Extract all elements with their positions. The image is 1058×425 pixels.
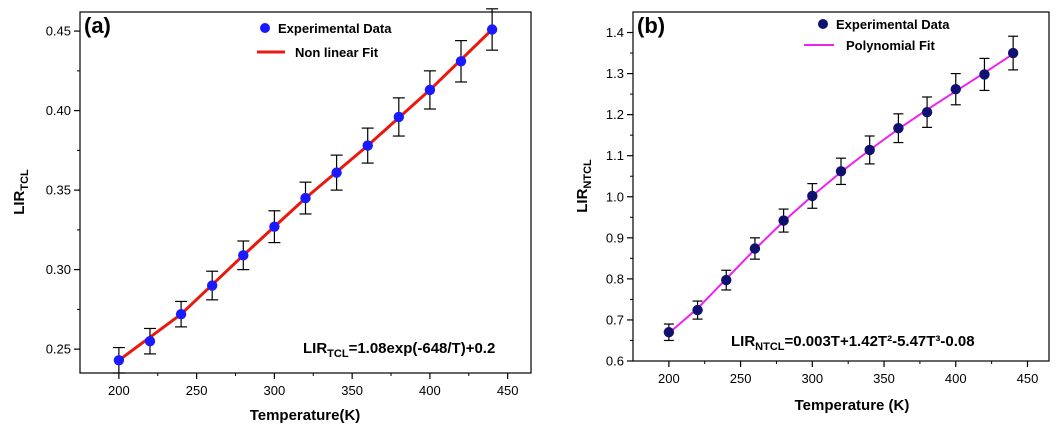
x-tick-label: 350 bbox=[341, 383, 363, 398]
legend: Experimental Data Polynomial Fit bbox=[804, 17, 950, 53]
data-point bbox=[692, 304, 703, 316]
data-point bbox=[721, 274, 732, 286]
fit-equation: LIRNTCL=0.003T+1.42T²-5.47T³-0.08 bbox=[731, 333, 975, 353]
plot-frame bbox=[632, 11, 1050, 362]
y-axis-label-subscript: TCL bbox=[19, 169, 31, 191]
data-point bbox=[979, 69, 990, 80]
data-point bbox=[663, 327, 675, 338]
y-tick-label: 0.35 bbox=[46, 183, 71, 198]
data-point bbox=[921, 106, 933, 118]
plot-frame bbox=[79, 11, 532, 374]
data-point bbox=[238, 250, 249, 261]
chart-panel-a: 200 250 300 350 400 450 0.25 0.30 0.35 0.40 0.45 (… bbox=[11, 8, 532, 424]
data-point bbox=[113, 355, 125, 366]
data-point bbox=[749, 243, 761, 254]
data-point bbox=[269, 221, 280, 232]
fit-equation: LIRTCL=1.08exp(-648/T)+0.2 bbox=[303, 340, 495, 360]
data-point bbox=[807, 190, 818, 202]
legend-marker bbox=[260, 23, 270, 33]
x-axis-label: Temperature (K) bbox=[795, 397, 910, 414]
data-point bbox=[300, 192, 311, 204]
y-axis-label: LIRNTCL bbox=[574, 159, 594, 213]
legend-fit-label: Polynomial Fit bbox=[846, 38, 936, 53]
y-tick-label: 0.40 bbox=[46, 103, 71, 118]
data-point bbox=[175, 308, 187, 320]
x-tick-label: 450 bbox=[1017, 371, 1039, 386]
y-tick-label: 0.9 bbox=[606, 230, 624, 245]
legend-data-label: Experimental Data bbox=[836, 17, 950, 32]
data-point bbox=[893, 122, 904, 134]
legend-fit-label: Non linear Fit bbox=[295, 45, 379, 60]
x-tick-label: 300 bbox=[264, 383, 286, 398]
y-tick-label: 0.6 bbox=[606, 354, 624, 369]
panel-label: (a) bbox=[84, 13, 111, 38]
data-point bbox=[1007, 47, 1019, 59]
x-tick-label: 250 bbox=[186, 383, 208, 398]
x-tick-label: 350 bbox=[873, 371, 895, 386]
equation-main: LIR bbox=[731, 333, 755, 350]
equation-main: LIR bbox=[303, 340, 327, 357]
x-tick-label: 400 bbox=[945, 371, 967, 386]
data-point bbox=[835, 166, 847, 177]
y-axis-label-subscript: NTCL bbox=[582, 159, 594, 189]
x-tick-label: 250 bbox=[730, 371, 752, 386]
y-tick-label: 0.7 bbox=[606, 312, 624, 327]
x-tick-label: 300 bbox=[801, 371, 823, 386]
data-point bbox=[486, 24, 498, 35]
y-tick-label: 0.8 bbox=[606, 271, 624, 286]
x-tick-label: 400 bbox=[419, 383, 441, 398]
fit-curve bbox=[668, 53, 1014, 334]
data-point bbox=[950, 83, 961, 95]
data-point bbox=[362, 140, 373, 151]
data-point bbox=[455, 56, 467, 67]
data-point bbox=[331, 167, 342, 178]
data-point bbox=[144, 335, 156, 347]
y-tick-label: 0.30 bbox=[46, 262, 71, 277]
y-tick-label: 1.3 bbox=[606, 66, 624, 81]
y-tick-label: 0.25 bbox=[46, 342, 71, 357]
y-axis-label-main: LIR bbox=[574, 188, 591, 212]
legend-data-label: Experimental Data bbox=[278, 21, 392, 36]
y-tick-label: 1.4 bbox=[606, 25, 624, 40]
y-tick-label: 0.45 bbox=[46, 24, 71, 39]
legend: Experimental Data Non linear Fit bbox=[257, 21, 392, 60]
panel-label: (b) bbox=[637, 13, 665, 38]
data-point bbox=[206, 280, 218, 291]
y-tick-label: 1.0 bbox=[606, 189, 624, 204]
x-axis-label: Temperature(K) bbox=[250, 407, 361, 424]
equation-subscript: TCL bbox=[327, 348, 349, 360]
y-tick-label: 1.2 bbox=[606, 107, 624, 122]
legend-marker bbox=[818, 19, 828, 29]
equation-subscript: NTCL bbox=[755, 341, 785, 353]
y-axis-label: LIRTCL bbox=[11, 169, 31, 215]
data-point bbox=[778, 215, 789, 226]
y-tick-label: 1.1 bbox=[606, 148, 624, 163]
equation-body: =0.003T+1.42T²-5.47T³-0.08 bbox=[785, 333, 975, 350]
data-point bbox=[864, 144, 875, 156]
y-axis-label-main: LIR bbox=[11, 190, 28, 214]
x-tick-label: 200 bbox=[108, 383, 130, 398]
data-point bbox=[393, 111, 405, 123]
chart-panel-b: 200 250 300 350 400 450 0.6 0.7 0.8 0.9 1.0 1.1 1.2 1… bbox=[574, 11, 1050, 414]
x-tick-label: 450 bbox=[497, 383, 519, 398]
data-point bbox=[424, 84, 436, 96]
equation-body: =1.08exp(-648/T)+0.2 bbox=[349, 340, 496, 357]
x-tick-label: 200 bbox=[658, 371, 680, 386]
